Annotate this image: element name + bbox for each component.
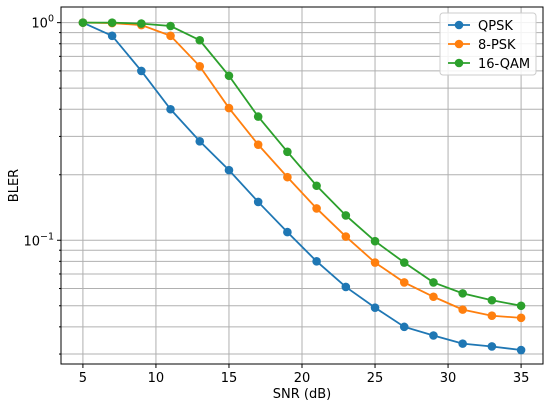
data-point [487, 342, 497, 351]
data-point [253, 197, 263, 207]
data-point [107, 31, 117, 41]
legend-label: 8-PSK [478, 38, 516, 53]
x-tick-label: 25 [367, 371, 384, 386]
data-point [370, 258, 380, 267]
data-point [312, 257, 321, 266]
data-point [399, 322, 409, 332]
legend-item: 16-QAM [448, 57, 530, 72]
data-point [341, 232, 351, 241]
data-point [487, 311, 497, 321]
data-point [458, 339, 467, 348]
legend-marker [454, 58, 464, 68]
data-point [312, 204, 321, 213]
x-tick-label: 5 [79, 371, 87, 386]
data-point [137, 19, 146, 28]
legend-marker [454, 20, 464, 30]
data-point [224, 165, 234, 175]
axis-ticks: 5 10 15 20 25 30 35 100 10−1 [23, 14, 529, 386]
data-point [399, 258, 409, 267]
data-point [195, 35, 205, 45]
x-tick-label: 15 [221, 371, 238, 386]
data-point [487, 295, 497, 305]
data-point [458, 305, 467, 314]
y-tick-label: 10−1 [23, 231, 54, 249]
legend-item: QPSK [448, 19, 513, 34]
x-tick-label: 30 [440, 371, 457, 386]
series-line [82, 21, 522, 351]
data-point [370, 236, 380, 246]
data-point [458, 289, 467, 298]
x-axis-label: SNR (dB) [273, 387, 331, 402]
legend: QPSK 8-PSK 16-QAM [439, 12, 537, 76]
data-point [166, 31, 175, 41]
data-point [370, 303, 380, 312]
legend-marker [454, 39, 464, 49]
data-point [516, 301, 526, 311]
x-tick-label: 10 [148, 371, 165, 386]
data-point [224, 71, 234, 81]
y-axis-label: BLER [7, 169, 22, 202]
data-point [429, 331, 438, 340]
data-point [429, 292, 438, 302]
data-point [195, 62, 205, 71]
data-point [253, 140, 263, 149]
data-point [253, 112, 263, 121]
data-point [429, 278, 438, 287]
data-point [166, 21, 175, 31]
data-point [516, 345, 526, 355]
series-16-qam [78, 18, 526, 311]
series-line [82, 21, 522, 307]
legend-label: QPSK [478, 19, 513, 34]
data-point [195, 136, 205, 146]
data-point [283, 227, 292, 237]
data-point [283, 172, 292, 182]
series-line [82, 21, 522, 319]
data-point [107, 18, 117, 27]
x-tick-label: 20 [294, 371, 311, 386]
data-point [283, 147, 292, 157]
data-point [341, 282, 351, 292]
legend-item: 8-PSK [448, 38, 516, 53]
legend-label: 16-QAM [478, 57, 530, 72]
data-point [224, 103, 234, 113]
data-point [516, 313, 526, 323]
data-point [137, 66, 146, 76]
plot-series [78, 18, 526, 355]
data-point [399, 278, 409, 287]
data-point [166, 104, 175, 114]
y-tick-label: 100 [31, 14, 54, 32]
data-point [78, 18, 88, 27]
data-point [312, 181, 321, 191]
data-point [341, 211, 351, 220]
legend-box [439, 12, 537, 76]
x-tick-label: 35 [513, 371, 530, 386]
